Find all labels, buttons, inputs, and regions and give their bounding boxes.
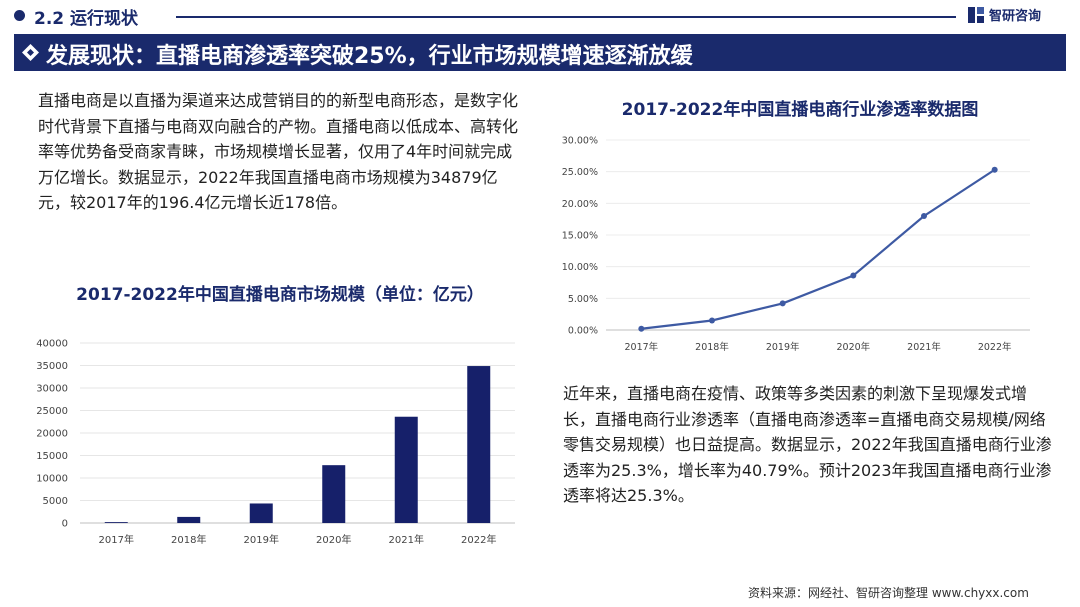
series-line	[641, 168, 996, 330]
line-chart-title: 2017-2022年中国直播电商行业渗透率数据图	[621, 100, 979, 120]
x-tick-label: 2021年	[907, 341, 941, 353]
x-tick-label: 2019年	[244, 533, 279, 546]
intro-paragraph: 直播电商是以直播为渠道来达成营销目的的新型电商形态，是数字化时代背景下直播与电商…	[38, 91, 519, 212]
y-tick-label: 10.00%	[562, 262, 598, 273]
data-point	[709, 317, 715, 324]
y-tick-label: 15000	[36, 451, 68, 462]
market-size-bar-chart: 0 5000 10000 15000 20000 25000 30000 35000 40000…	[36, 339, 515, 546]
y-tick-label: 30000	[36, 384, 68, 395]
x-tick-label: 2022年	[461, 533, 496, 546]
header-divider	[176, 16, 956, 18]
logo-mark-icon	[968, 6, 984, 23]
bar	[249, 503, 273, 523]
x-tick-label: 2019年	[766, 341, 800, 353]
y-tick-label: 20000	[36, 429, 68, 440]
bar	[177, 516, 201, 523]
logo: 智研咨询	[967, 5, 1041, 24]
bar	[104, 522, 128, 523]
bar-chart-title: 2017-2022年中国直播电商市场规模（单位：亿元）	[76, 285, 484, 305]
banner-title: 发展现状：直播电商渗透率突破25%，行业市场规模增速逐渐放缓	[46, 44, 693, 69]
y-tick-label: 40000	[36, 339, 68, 350]
data-point	[779, 300, 786, 307]
x-tick-label: 2020年	[316, 533, 351, 546]
y-tick-label: 0	[62, 519, 68, 530]
x-tick-label: 2022年	[978, 341, 1012, 353]
y-tick-label: 0.00%	[568, 326, 598, 337]
data-point	[921, 213, 927, 219]
data-point	[850, 272, 857, 279]
x-tick-label: 2017年	[99, 533, 134, 546]
data-point	[991, 166, 998, 173]
penetration-line-chart: 0.00% 5.00% 10.00% 15.00% 20.00% 25.00% 30.00%…	[562, 136, 1030, 353]
y-tick-label: 30.00%	[562, 136, 598, 147]
y-tick-label: 25.00%	[562, 167, 598, 178]
penetration-paragraph: 近年来，直播电商在疫情、政策等多类因素的刺激下呈现爆发式增长，直播电商行业渗透率…	[563, 384, 1052, 505]
y-tick-label: 25000	[36, 406, 68, 417]
x-tick-label: 2020年	[836, 341, 870, 353]
bar	[322, 465, 346, 523]
y-tick-label: 15.00%	[562, 231, 598, 242]
y-tick-label: 35000	[36, 361, 68, 372]
section-title: 2.2 运行现状	[34, 9, 139, 29]
data-point	[638, 325, 645, 332]
logo-text: 智研咨询	[989, 9, 1042, 24]
x-tick-label: 2018年	[171, 533, 206, 546]
y-tick-label: 5.00%	[568, 294, 598, 305]
x-tick-label: 2018年	[695, 341, 729, 353]
y-tick-label: 20.00%	[562, 199, 598, 210]
x-tick-label: 2017年	[624, 341, 658, 353]
y-tick-label: 5000	[43, 496, 68, 507]
x-tick-label: 2021年	[389, 533, 424, 546]
top-bar: 2.2 运行现状 智研咨询	[0, 0, 1080, 34]
title-banner: 发展现状：直播电商渗透率突破25%，行业市场规模增速逐渐放缓	[14, 34, 1066, 71]
diamond-icon	[22, 44, 39, 61]
bar	[394, 416, 418, 523]
y-tick-label: 10000	[36, 474, 68, 485]
section-bullet-icon	[14, 10, 25, 21]
bar	[467, 366, 491, 523]
data-source-note: 资料来源：网经社、智研咨询整理 www.chyxx.com	[748, 586, 1029, 600]
